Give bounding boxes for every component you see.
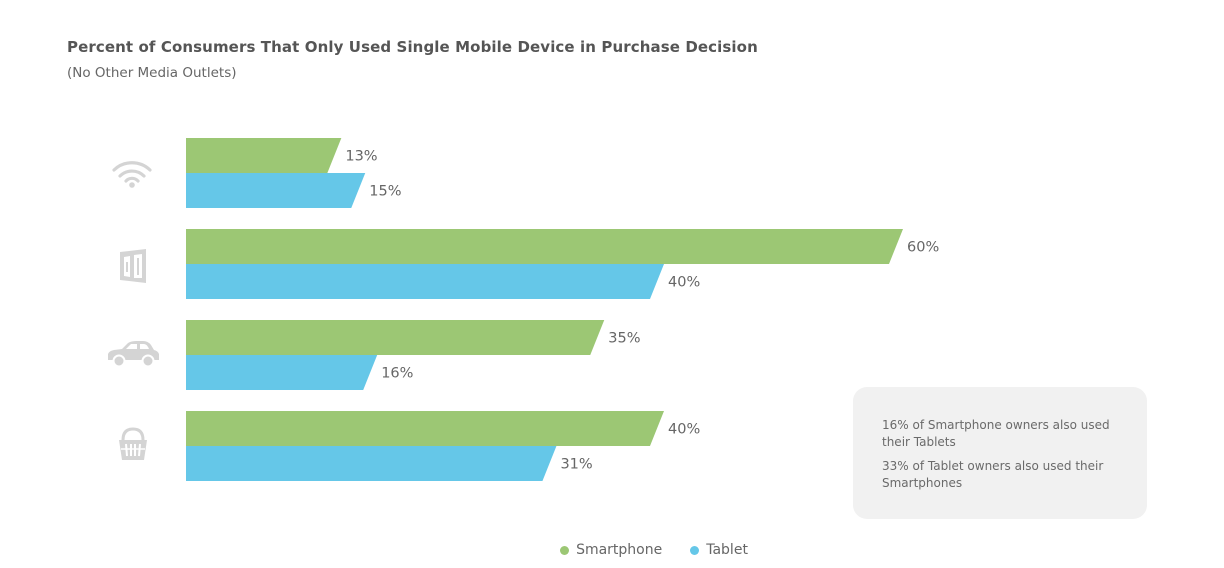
chart-title: Percent of Consumers That Only Used Sing… [67, 38, 758, 56]
legend-label-tablet: Tablet [706, 542, 748, 558]
chart-subtitle: (No Other Media Outlets) [67, 65, 237, 81]
bar-tablet-3 [186, 355, 378, 390]
bar-label-tablet-4: 31% [560, 457, 592, 473]
bar-tablet-4 [186, 446, 557, 481]
bar-label-smartphone-3: 35% [608, 331, 640, 347]
bar-tablet-2 [186, 264, 664, 299]
bar-label-tablet-1: 15% [369, 184, 401, 200]
bar-label-smartphone-1: 13% [345, 149, 377, 165]
legend: Smartphone Tablet [0, 542, 1224, 558]
bar-label-smartphone-4: 40% [668, 422, 700, 438]
legend-item-tablet: Tablet [690, 542, 748, 558]
bar-label-tablet-2: 40% [668, 275, 700, 291]
bar-label-tablet-3: 16% [381, 366, 413, 382]
legend-item-smartphone: Smartphone [560, 542, 662, 558]
note-box: 16% of Smartphone owners also used their… [853, 387, 1147, 519]
bar-tablet-1 [186, 173, 366, 208]
bar-smartphone-2 [186, 229, 903, 264]
legend-swatch-tablet [690, 545, 700, 555]
bar-smartphone-3 [186, 320, 605, 355]
legend-label-smartphone: Smartphone [576, 542, 663, 558]
car-icon [108, 341, 159, 368]
wifi-icon [112, 161, 152, 188]
bar-smartphone-1 [186, 138, 342, 173]
note-tablet: 33% of Tablet owners also used their Sma… [882, 459, 1104, 490]
bar-smartphone-4 [186, 411, 664, 446]
note-smartphone: 16% of Smartphone owners also used their… [882, 418, 1110, 449]
shopping-basket-icon [119, 427, 147, 460]
storefront-icon [120, 249, 146, 283]
bar-label-smartphone-2: 60% [907, 240, 939, 256]
legend-swatch-smartphone [560, 545, 570, 555]
